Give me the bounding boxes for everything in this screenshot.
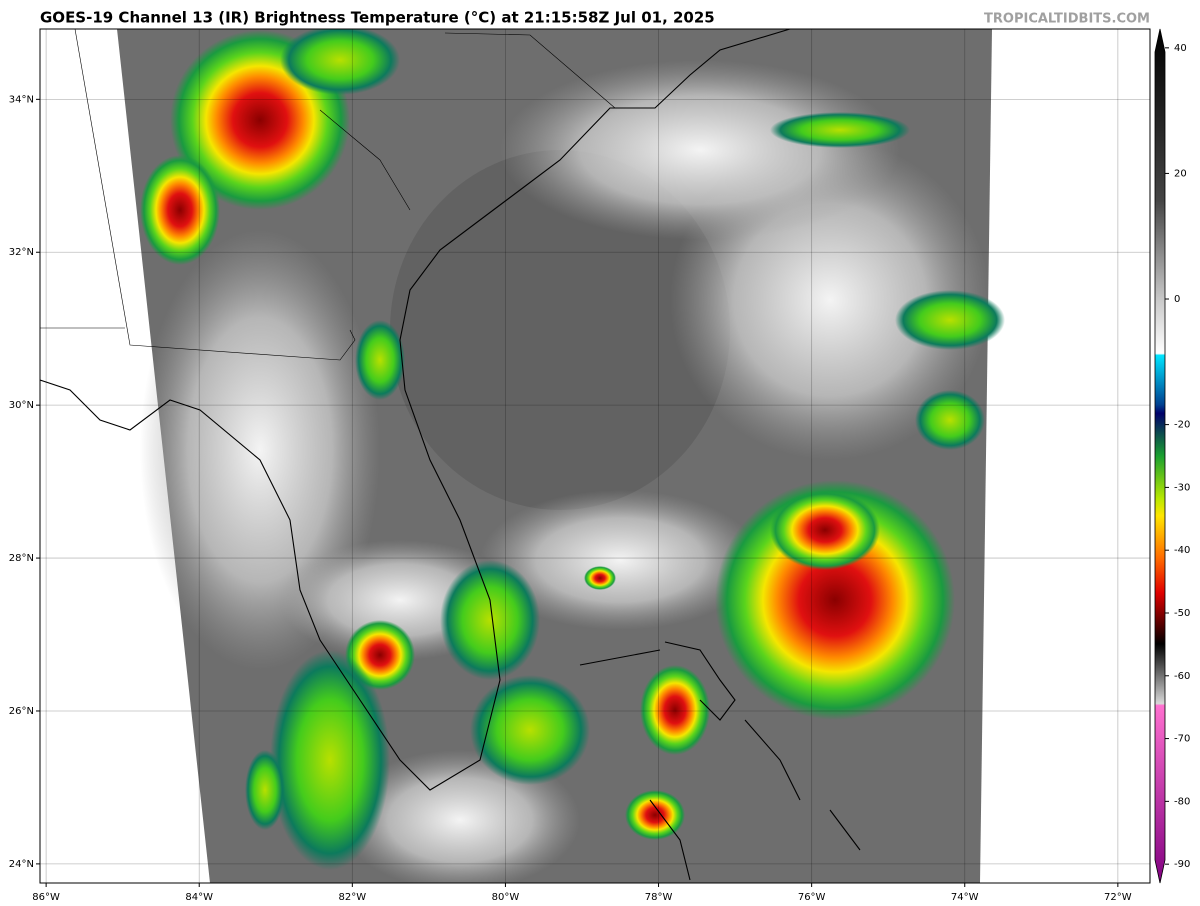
watermark: TROPICALTIDBITS.COM	[984, 12, 1150, 27]
colorbar-tick-label: 40	[1174, 43, 1187, 54]
colorbar-tick-label: -80	[1174, 796, 1190, 807]
x-tick-label: 82°W	[339, 892, 367, 903]
x-tick-label: 74°W	[951, 892, 979, 903]
colorbar-tick-label: -40	[1174, 545, 1190, 556]
map-frame	[39, 28, 1151, 884]
map-imagery	[40, 29, 1005, 883]
x-tick-label: 86°W	[32, 892, 60, 903]
x-tick-label: 84°W	[185, 892, 213, 903]
x-tick-label: 78°W	[645, 892, 673, 903]
colorbar-tick-label: -50	[1174, 608, 1190, 619]
x-tick-label: 76°W	[798, 892, 826, 903]
x-tick-label: 80°W	[492, 892, 520, 903]
colorbar-tick-label: -90	[1174, 859, 1190, 870]
graticule	[40, 29, 1150, 883]
y-tick-label: 24°N	[9, 859, 34, 870]
y-tick-label: 26°N	[9, 706, 34, 717]
y-tick-label: 30°N	[9, 400, 34, 411]
y-tick-label: 32°N	[9, 247, 34, 258]
title: GOES-19 Channel 13 (IR) Brightness Tempe…	[40, 9, 715, 27]
y-tick-label: 28°N	[9, 553, 34, 564]
colorbar-tick-label: -60	[1174, 671, 1190, 682]
colorbar	[1154, 28, 1166, 884]
colorbar-tick-label: 0	[1174, 294, 1180, 305]
x-tick-label: 72°W	[1104, 892, 1132, 903]
colorbar-tick-label: -20	[1174, 420, 1190, 431]
colorbar-tick-label: 20	[1174, 168, 1187, 179]
colorbar-tick-label: -70	[1174, 734, 1190, 745]
y-tick-label: 34°N	[9, 94, 34, 105]
colorbar-tick-label: -30	[1174, 482, 1190, 493]
